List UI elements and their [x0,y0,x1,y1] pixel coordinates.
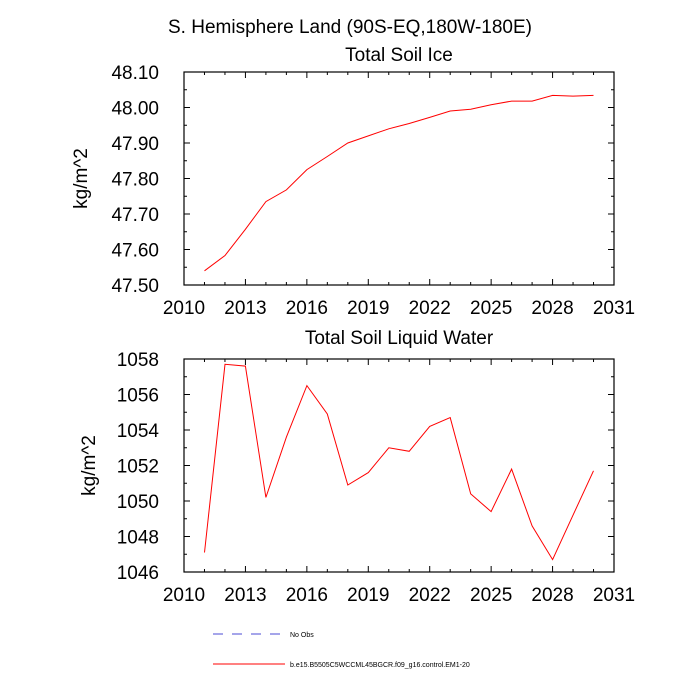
page-title: S. Hemisphere Land (90S-EQ,180W-180E) [168,17,532,38]
y-tick-label: 47.80 [111,170,159,191]
y-axis-label: kg/m^2 [79,435,100,496]
y-tick-label: 48.10 [111,63,159,84]
y-tick-label: 47.60 [111,241,159,262]
y-tick-label: 1058 [117,350,159,371]
x-tick-label: 2022 [409,585,451,606]
plot-frame [183,71,615,286]
y-tick-label: 1046 [117,563,159,584]
legend-label-control: b.e15.B5505C5WCCML45BGCR.f09_g16.control… [290,662,470,669]
y-tick-label: 1056 [117,386,159,407]
x-tick-label: 2019 [347,298,389,319]
chart-title: Total Soil Liquid Water [305,328,494,349]
y-tick-label: 47.90 [111,134,159,155]
x-tick-label: 2013 [224,585,266,606]
y-tick-label: 1054 [117,421,160,442]
x-tick-label: 2010 [163,298,205,319]
chart-panel-soil-liquid-water: Total Soil Liquid Water kg/m^2 2010 2013 201… [79,328,635,606]
y-tick-label: 47.70 [111,205,159,226]
x-tick-label: 2025 [470,298,512,319]
y-axis-label: kg/m^2 [71,148,92,209]
chart-panel-soil-ice: Total Soil Ice kg/m^2 2010 2013 2016 2019 2022… [71,45,635,319]
series-line [204,94,594,272]
x-tick-label: 2013 [224,298,266,319]
x-tick-label: 2019 [347,585,389,606]
x-tick-label: 2016 [286,298,328,319]
plot-frame [183,358,615,573]
x-tick-label: 2028 [531,298,573,319]
y-tick-label: 47.50 [111,276,159,297]
x-tick-label: 2025 [470,585,512,606]
y-tick-label: 48.00 [111,99,159,120]
x-tick-label: 2028 [531,585,573,606]
chart-title: Total Soil Ice [345,45,453,66]
y-tick-label: 1052 [117,457,159,478]
y-tick-label: 1048 [117,528,159,549]
y-tick-label: 1050 [117,492,159,513]
x-tick-label: 2031 [593,298,635,319]
legend: No Obs b.e15.B5505C5WCCML45BGCR.f09_g16.… [213,632,470,669]
x-tick-label: 2016 [286,585,328,606]
x-tick-label: 2022 [409,298,451,319]
x-tick-label: 2010 [163,585,205,606]
legend-label-no-obs: No Obs [290,632,314,639]
series-line [204,363,594,561]
x-tick-label: 2031 [593,585,635,606]
